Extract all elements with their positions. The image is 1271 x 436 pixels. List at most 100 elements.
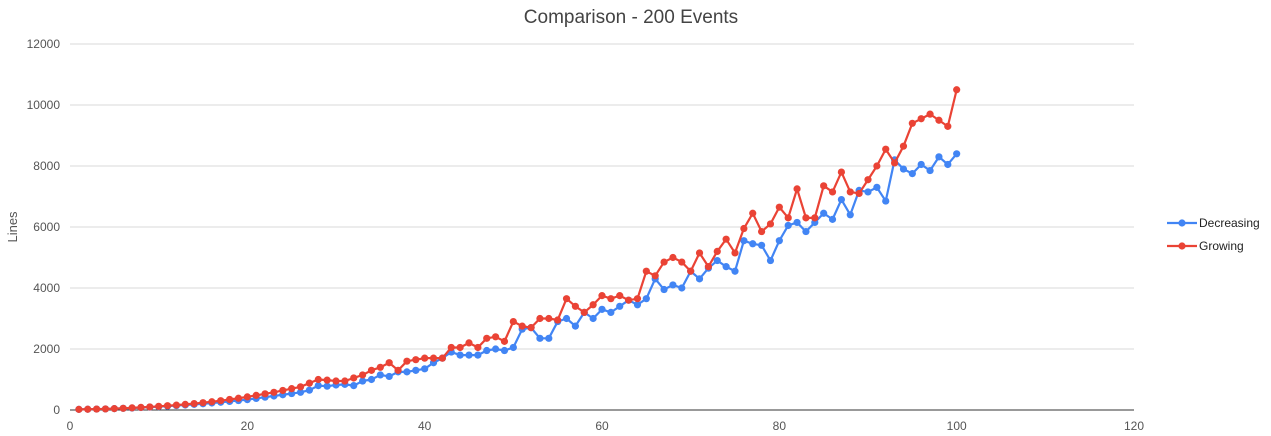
data-point-decreasing[interactable] [562,314,571,323]
data-point-decreasing[interactable] [323,382,331,390]
data-point-growing[interactable] [625,296,633,304]
data-point-growing[interactable] [270,388,278,396]
data-point-decreasing[interactable] [376,371,384,379]
data-point-growing[interactable] [633,295,642,303]
data-point-growing[interactable] [598,292,606,300]
data-point-decreasing[interactable] [456,351,464,359]
data-point-decreasing[interactable] [758,241,766,249]
data-point-growing[interactable] [119,404,127,412]
data-point-growing[interactable] [500,337,509,345]
data-point-growing[interactable] [811,214,819,222]
data-point-decreasing[interactable] [350,382,358,390]
data-point-decreasing[interactable] [731,267,739,275]
data-point-growing[interactable] [341,377,349,385]
data-point-decreasing[interactable] [846,211,854,219]
data-point-decreasing[interactable] [616,302,624,310]
data-point-growing[interactable] [713,247,721,255]
data-point-growing[interactable] [571,302,580,310]
data-point-growing[interactable] [616,292,624,300]
data-point-growing[interactable] [208,398,216,406]
data-point-growing[interactable] [749,209,757,217]
data-point-growing[interactable] [288,385,296,393]
data-point-growing[interactable] [908,119,916,127]
data-point-growing[interactable] [944,122,952,130]
data-point-decreasing[interactable] [545,334,553,342]
data-point-decreasing[interactable] [571,322,580,330]
data-point-decreasing[interactable] [314,382,322,390]
data-point-growing[interactable] [359,371,367,379]
data-point-growing[interactable] [527,324,535,332]
data-point-decreasing[interactable] [864,188,872,196]
data-point-decreasing[interactable] [766,256,775,265]
data-point-decreasing[interactable] [882,197,890,205]
data-point-decreasing[interactable] [465,351,473,359]
data-point-growing[interactable] [731,249,739,257]
data-point-growing[interactable] [899,142,908,150]
data-point-growing[interactable] [891,159,899,167]
data-point-growing[interactable] [199,399,207,407]
data-point-growing[interactable] [651,272,659,280]
data-point-growing[interactable] [846,188,854,196]
data-point-growing[interactable] [84,405,92,413]
data-point-growing[interactable] [190,400,198,408]
data-point-growing[interactable] [412,356,420,364]
data-point-decreasing[interactable] [695,275,704,283]
data-point-growing[interactable] [607,295,615,303]
data-point-growing[interactable] [802,214,810,222]
data-point-growing[interactable] [935,116,943,124]
data-point-growing[interactable] [722,235,730,243]
data-point-growing[interactable] [172,401,180,409]
data-point-growing[interactable] [465,339,473,347]
data-point-growing[interactable] [474,343,482,352]
data-point-growing[interactable] [394,366,402,374]
data-point-growing[interactable] [128,404,136,412]
data-point-growing[interactable] [421,354,429,362]
data-point-growing[interactable] [385,359,393,367]
data-point-decreasing[interactable] [917,160,925,169]
data-point-decreasing[interactable] [536,334,544,342]
data-point-decreasing[interactable] [607,308,615,316]
data-point-growing[interactable] [766,220,775,228]
data-point-decreasing[interactable] [660,285,668,294]
data-point-decreasing[interactable] [828,215,837,223]
data-point-growing[interactable] [758,227,766,236]
data-point-growing[interactable] [678,258,686,266]
data-point-decreasing[interactable] [713,256,721,265]
data-point-growing[interactable] [740,224,748,233]
data-point-growing[interactable] [917,115,925,123]
data-point-decreasing[interactable] [305,386,313,394]
data-point-decreasing[interactable] [421,365,429,373]
data-point-decreasing[interactable] [492,345,500,353]
data-point-growing[interactable] [137,403,145,412]
legend-item-decreasing[interactable]: Decreasing [1167,216,1260,230]
data-point-growing[interactable] [155,402,163,410]
data-point-growing[interactable] [429,354,438,362]
data-point-growing[interactable] [376,363,384,371]
data-point-decreasing[interactable] [784,221,792,230]
data-point-growing[interactable] [181,400,189,408]
data-point-growing[interactable] [403,357,411,365]
data-point-growing[interactable] [518,322,526,330]
data-point-decreasing[interactable] [749,240,757,248]
data-point-growing[interactable] [332,377,340,385]
data-point-decreasing[interactable] [412,366,420,374]
data-point-decreasing[interactable] [678,284,686,292]
data-point-growing[interactable] [234,394,243,402]
data-point-decreasing[interactable] [367,375,376,384]
data-point-growing[interactable] [882,145,890,153]
data-point-decreasing[interactable] [359,377,367,385]
data-point-decreasing[interactable] [474,351,482,359]
data-point-decreasing[interactable] [669,281,677,289]
legend-item-growing[interactable]: Growing [1167,239,1244,253]
data-point-decreasing[interactable] [722,263,730,271]
data-point-growing[interactable] [456,343,464,352]
data-point-growing[interactable] [953,86,961,94]
data-point-growing[interactable] [775,203,783,211]
data-point-growing[interactable] [261,390,269,398]
data-point-decreasing[interactable] [403,368,411,376]
data-point-growing[interactable] [350,374,358,382]
data-point-growing[interactable] [642,267,650,275]
data-point-decreasing[interactable] [935,153,943,161]
data-point-growing[interactable] [93,405,101,413]
data-point-growing[interactable] [562,295,571,303]
